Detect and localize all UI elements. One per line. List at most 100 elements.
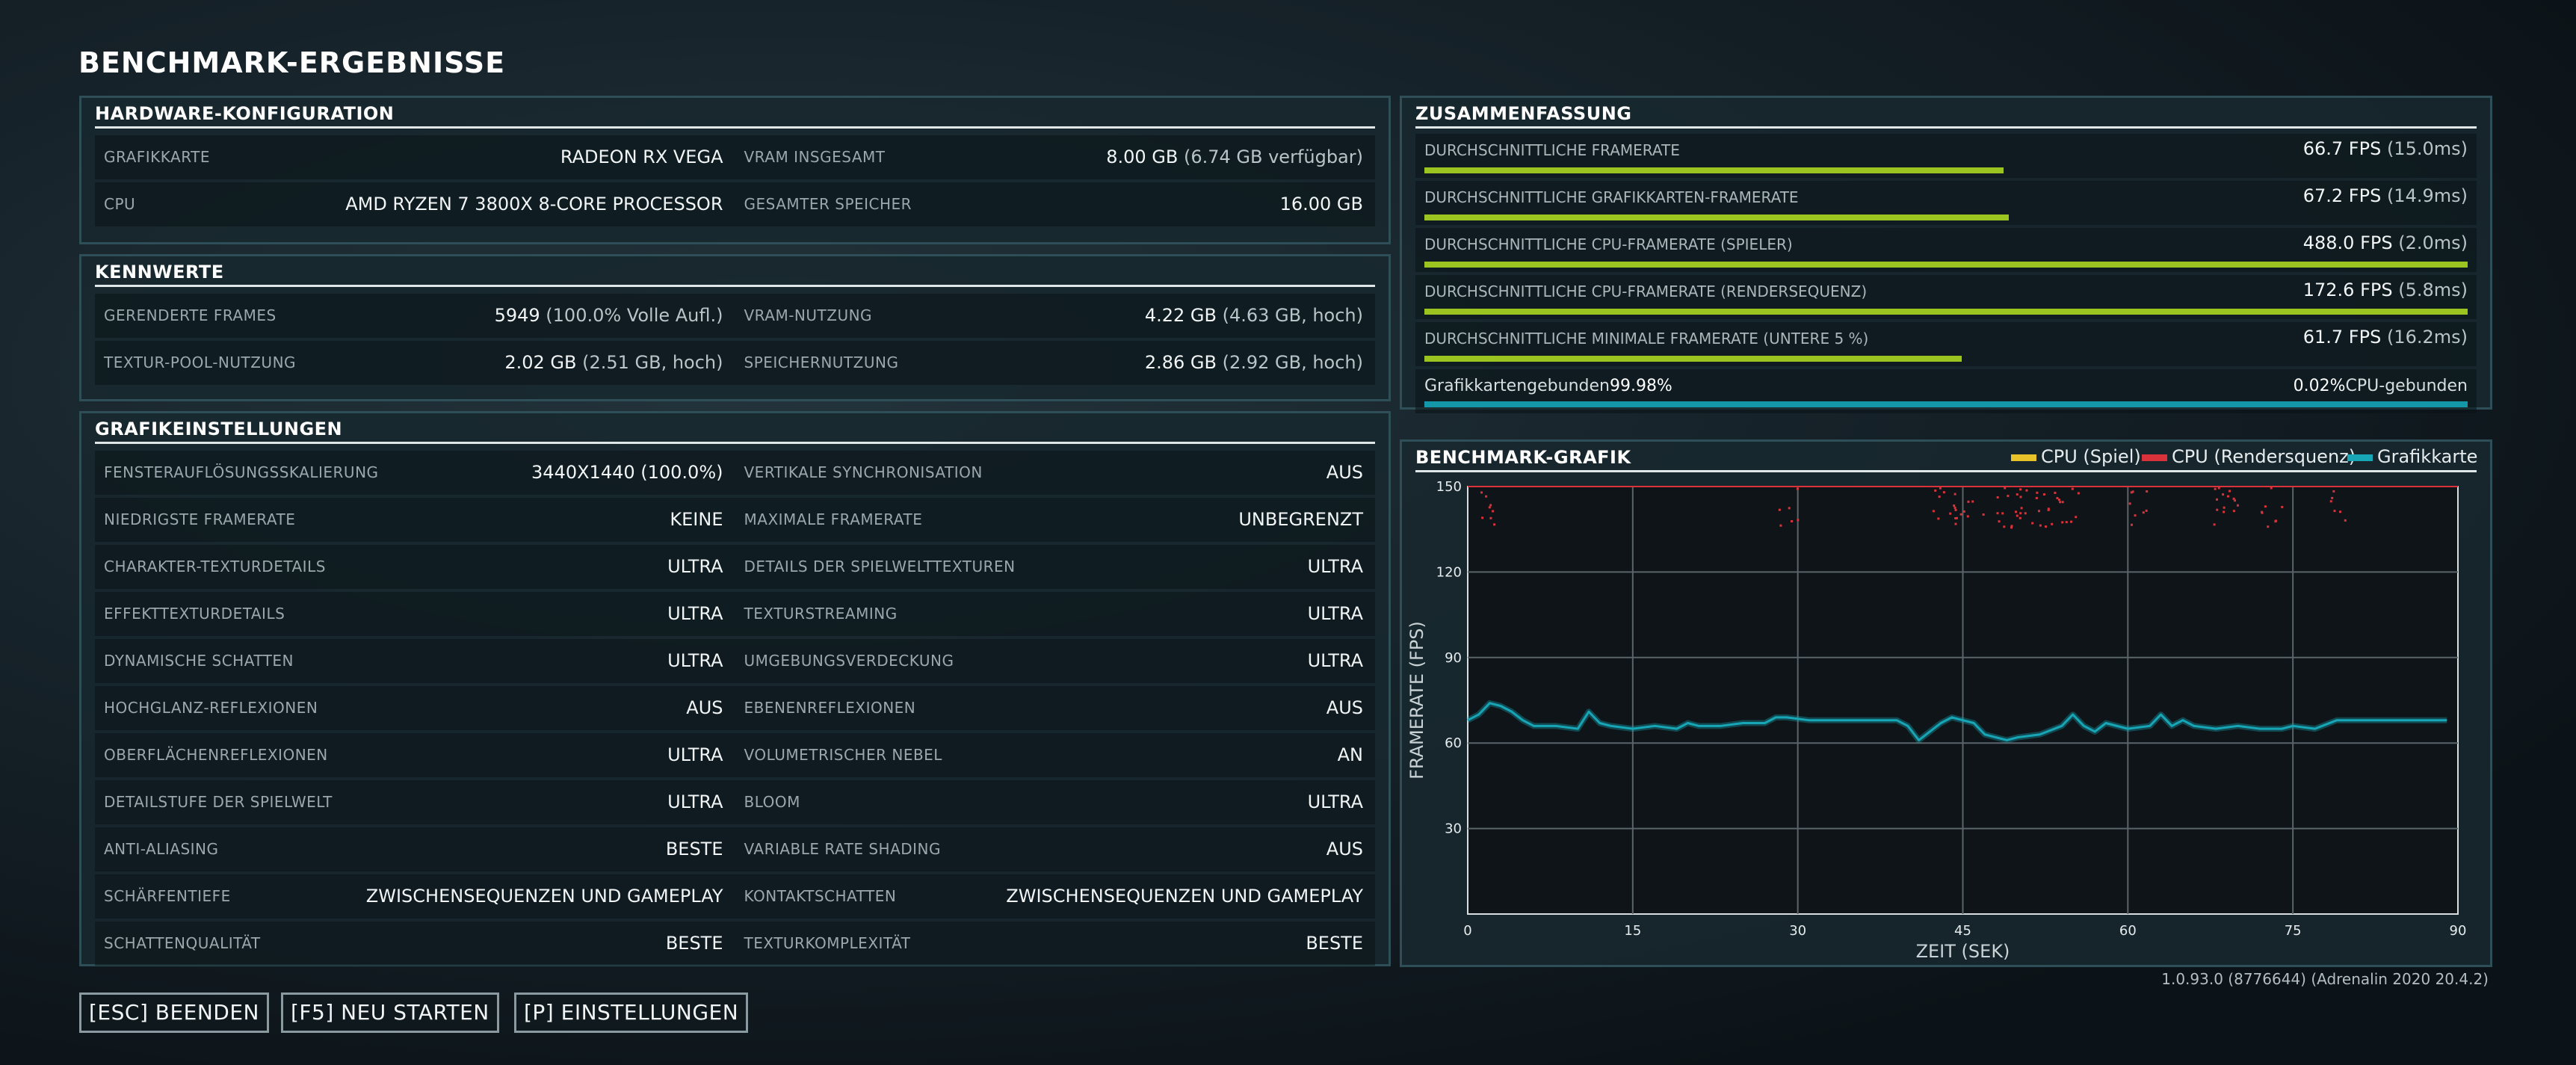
legend-swatch bbox=[2347, 454, 2373, 461]
setting-main-value: ULTRA bbox=[1307, 556, 1363, 577]
cpu-render-point bbox=[2019, 516, 2021, 519]
setting-main-value: ZWISCHENSEQUENZEN UND GAMEPLAY bbox=[1006, 886, 1363, 907]
setting-label: VRAM INSGESAMT bbox=[744, 148, 886, 166]
setting-main-value: KEINE bbox=[670, 509, 723, 530]
cpu-render-point bbox=[2037, 510, 2040, 513]
y-tick-label: 90 bbox=[1445, 650, 1462, 666]
cpu-render-point bbox=[2270, 487, 2273, 490]
settings-button[interactable]: [P] EINSTELLUNGEN bbox=[514, 993, 749, 1033]
summary-secondary-value: (15.0ms) bbox=[2381, 138, 2468, 159]
setting-label: EBENENREFLEXIONEN bbox=[744, 699, 916, 717]
summary-row: DURCHSCHNITTLICHE GRAFIKKARTEN-FRAMERATE… bbox=[1415, 181, 2477, 225]
setting-row: DYNAMISCHE SCHATTEN ULTRA UMGEBUNGSVERDECK… bbox=[95, 639, 1375, 683]
cpu-render-point bbox=[1982, 513, 1985, 516]
cpu-render-point bbox=[2333, 510, 2336, 513]
setting-value: ZWISCHENSEQUENZEN UND GAMEPLAY bbox=[1006, 874, 1363, 919]
setting-row: CPU AMD RYZEN 7 3800X 8-CORE PROCESSOR GES… bbox=[95, 182, 1375, 226]
cpu-render-point bbox=[2236, 504, 2239, 507]
setting-main-value: 2.02 GB bbox=[504, 352, 577, 373]
cpu-render-point bbox=[2051, 522, 2054, 525]
x-tick-label: 0 bbox=[1463, 923, 1471, 939]
setting-cell: DYNAMISCHE SCHATTEN ULTRA bbox=[95, 639, 735, 683]
cpu-render-point bbox=[2039, 524, 2042, 527]
cpu-render-point bbox=[1779, 524, 1782, 527]
setting-cell: VARIABLE RATE SHADING AUS bbox=[735, 827, 1376, 871]
cpu-render-point bbox=[2061, 501, 2064, 504]
setting-main-value: 2.86 GB bbox=[1144, 352, 1217, 373]
setting-label: DETAILSTUFE DER SPIELWELT bbox=[104, 793, 333, 811]
setting-main-value: 5949 bbox=[494, 305, 540, 326]
graphics-settings-heading: GRAFIKEINSTELLUNGEN bbox=[95, 413, 1375, 444]
cpu-render-point bbox=[1489, 516, 1492, 519]
setting-value: BESTE bbox=[1306, 922, 1363, 966]
setting-main-value: AMD RYZEN 7 3800X 8-CORE PROCESSOR bbox=[345, 194, 723, 214]
cpu-render-point bbox=[1788, 507, 1791, 510]
cpu-render-point bbox=[1488, 506, 1491, 509]
chart-heading: BENCHMARK-GRAFIK bbox=[1415, 442, 2477, 472]
cpu-render-point bbox=[1966, 515, 1969, 518]
summary-progress-bar bbox=[1424, 309, 2468, 315]
cpu-render-point bbox=[1796, 487, 1799, 490]
summary-main-value: 488.0 FPS bbox=[2302, 232, 2393, 253]
setting-value: 4.22 GB (4.63 GB, hoch) bbox=[1145, 294, 1363, 338]
cpu-render-point bbox=[2077, 492, 2080, 495]
setting-label: BLOOM bbox=[744, 793, 800, 811]
cpu-render-point bbox=[2061, 521, 2064, 524]
setting-value: ULTRA bbox=[1308, 592, 1363, 636]
setting-cell: SPEICHERNUTZUNG 2.86 GB (2.92 GB, hoch) bbox=[735, 341, 1376, 385]
setting-cell: GERENDERTE FRAMES 5949 (100.0% Volle Aufl… bbox=[95, 294, 735, 338]
cpu-render-point bbox=[2223, 510, 2226, 513]
cpu-bound-value: 0.02% bbox=[2293, 377, 2346, 395]
setting-main-value: ULTRA bbox=[667, 744, 723, 765]
cpu-render-point bbox=[2054, 491, 2057, 494]
cpu-render-point bbox=[1942, 491, 1945, 494]
quit-button[interactable]: [ESC] BEENDEN bbox=[79, 993, 269, 1033]
setting-value: 3440X1440 (100.0%) bbox=[531, 451, 723, 495]
setting-cell: BLOOM ULTRA bbox=[735, 780, 1376, 824]
cpu-render-point bbox=[2332, 490, 2335, 493]
cpu-render-point bbox=[2130, 491, 2133, 494]
setting-main-value: ULTRA bbox=[667, 650, 723, 671]
cpu-render-point bbox=[1953, 506, 1956, 509]
setting-row: GRAFIKKARTE RADEON RX VEGA VRAM INSGESAMT 8… bbox=[95, 135, 1375, 179]
cpu-render-point bbox=[2016, 514, 2019, 517]
setting-cell: OBERFLÄCHENREFLEXIONEN ULTRA bbox=[95, 733, 735, 777]
legend-item: CPU (Rendersquenz) bbox=[2142, 446, 2356, 467]
cpu-render-point bbox=[2020, 507, 2023, 510]
setting-label: VRAM-NUTZUNG bbox=[744, 306, 873, 324]
cpu-render-point bbox=[2044, 525, 2047, 528]
cpu-render-point bbox=[2128, 502, 2131, 505]
setting-label: HOCHGLANZ-REFLEXIONEN bbox=[104, 699, 318, 717]
restart-button[interactable]: [F5] NEU STARTEN bbox=[281, 993, 499, 1033]
setting-value: AUS bbox=[1326, 451, 1363, 495]
cpu-render-point bbox=[1480, 491, 1483, 494]
setting-cell: CPU AMD RYZEN 7 3800X 8-CORE PROCESSOR bbox=[95, 182, 735, 226]
cpu-render-point bbox=[2223, 506, 2226, 509]
setting-label: VOLUMETRISCHER NEBEL bbox=[744, 746, 942, 764]
cpu-render-point bbox=[2016, 493, 2019, 496]
summary-value: 172.6 FPS (5.8ms) bbox=[2303, 280, 2468, 300]
setting-label: NIEDRIGSTE FRAMERATE bbox=[104, 510, 296, 528]
summary-progress-bar bbox=[1424, 167, 2004, 173]
setting-label: VARIABLE RATE SHADING bbox=[744, 840, 942, 858]
setting-cell: VRAM INSGESAMT 8.00 GB (6.74 GB verfügbar… bbox=[735, 135, 1376, 179]
setting-value: ULTRA bbox=[1308, 639, 1363, 683]
setting-cell: TEXTUR-POOL-NUTZUNG 2.02 GB (2.51 GB, hoc… bbox=[95, 341, 735, 385]
setting-cell: TEXTURSTREAMING ULTRA bbox=[735, 592, 1376, 636]
setting-value: ULTRA bbox=[667, 592, 723, 636]
setting-label: MAXIMALE FRAMERATE bbox=[744, 510, 923, 528]
setting-main-value: ULTRA bbox=[1307, 603, 1363, 624]
summary-progress-bar bbox=[1424, 356, 1962, 362]
summary-main-value: 172.6 FPS bbox=[2302, 280, 2393, 300]
summary-row: DURCHSCHNITTLICHE FRAMERATE 66.7 FPS (15.… bbox=[1415, 134, 2477, 178]
setting-value: RADEON RX VEGA bbox=[560, 135, 723, 179]
cpu-render-point bbox=[2019, 488, 2022, 491]
cpu-render-point bbox=[1934, 489, 1937, 492]
setting-main-value: AUS bbox=[686, 697, 723, 718]
cpu-render-point bbox=[2232, 497, 2235, 500]
setting-main-value: AUS bbox=[1326, 697, 1363, 718]
cpu-render-point bbox=[1953, 504, 1956, 507]
x-tick-label: 15 bbox=[1624, 923, 1641, 939]
setting-row: SCHATTENQUALITÄT BESTE TEXTURKOMPLEXITÄT BE… bbox=[95, 922, 1375, 966]
cpu-render-point bbox=[2338, 510, 2341, 513]
